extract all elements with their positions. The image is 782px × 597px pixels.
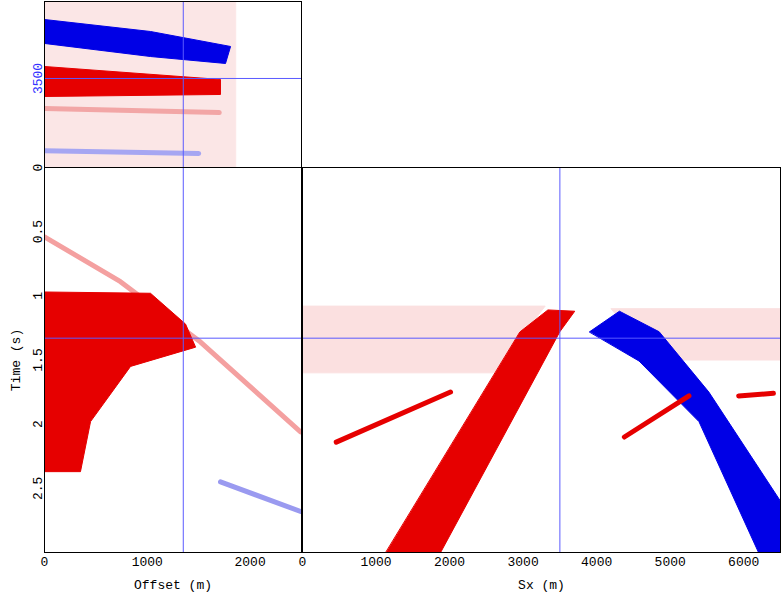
svg-text:2000: 2000: [434, 555, 465, 570]
svg-text:Time (s): Time (s): [9, 329, 24, 391]
svg-text:1000: 1000: [360, 555, 391, 570]
svg-text:1: 1: [31, 292, 46, 300]
svg-text:1.5: 1.5: [31, 348, 46, 371]
svg-text:0: 0: [31, 164, 46, 172]
svg-text:Sx (m): Sx (m): [518, 578, 565, 593]
svg-text:0: 0: [41, 555, 49, 570]
svg-text:3000: 3000: [508, 555, 539, 570]
svg-text:0: 0: [299, 555, 307, 570]
svg-text:2: 2: [31, 420, 46, 428]
svg-text:2.5: 2.5: [31, 477, 46, 500]
svg-text:3500: 3500: [31, 63, 46, 94]
svg-text:Offset (m): Offset (m): [134, 578, 212, 593]
svg-text:6000: 6000: [728, 555, 759, 570]
svg-text:1000: 1000: [132, 555, 163, 570]
svg-text:4000: 4000: [581, 555, 612, 570]
svg-text:2000: 2000: [234, 555, 265, 570]
svg-text:5000: 5000: [655, 555, 686, 570]
svg-text:0.5: 0.5: [31, 220, 46, 243]
